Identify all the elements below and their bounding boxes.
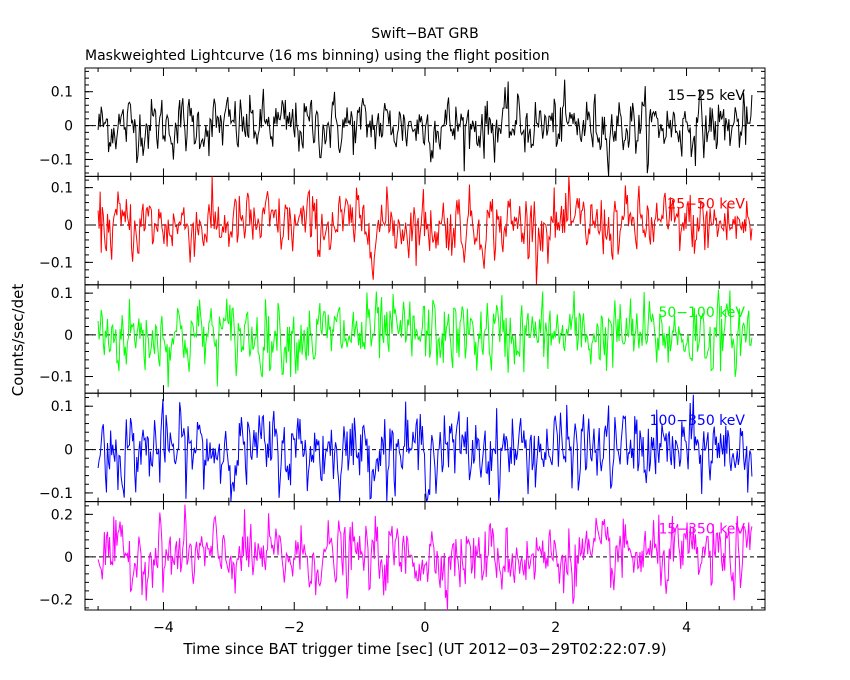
x-tick-label: 4 bbox=[682, 620, 691, 636]
panels-group: −0.1 0 0.1 15−25 keV −0.1 0 0.1 25−50 keV −0.1 0 0… bbox=[39, 67, 766, 636]
lightcurve-series bbox=[97, 289, 753, 388]
y-tick-label: 0.1 bbox=[51, 85, 73, 101]
y-tick-label: −0.1 bbox=[39, 370, 73, 386]
chart-subtitle: Maskweighted Lightcurve (16 ms binning) … bbox=[85, 48, 550, 64]
energy-band-label: 100−350 keV bbox=[650, 413, 746, 429]
panel-frame bbox=[84, 67, 766, 177]
energy-band-label: 50−100 keV bbox=[658, 305, 745, 321]
x-tick-label: −4 bbox=[153, 620, 174, 636]
panel-4: −0.1 0 0.1 100−350 keV bbox=[39, 392, 766, 503]
y-tick-label: 0 bbox=[64, 218, 73, 234]
x-axis-label: Time since BAT trigger time [sec] (UT 20… bbox=[182, 640, 666, 658]
x-tick-label: 2 bbox=[551, 620, 560, 636]
y-tick-label: 0.1 bbox=[51, 399, 73, 415]
y-tick-label: 0 bbox=[64, 550, 73, 566]
panel-3: −0.1 0 0.1 50−100 keV bbox=[39, 284, 766, 394]
panel-5: −0.2 0 0.2 15−350 keV bbox=[39, 501, 766, 611]
y-tick-label: 0 bbox=[64, 119, 73, 135]
y-tick-label: 0.1 bbox=[51, 286, 73, 302]
y-tick-label: −0.2 bbox=[39, 592, 73, 608]
y-tick-label: −0.1 bbox=[39, 255, 73, 271]
lightcurve-series bbox=[97, 504, 753, 611]
y-axis-label: Counts/sec/det bbox=[9, 284, 27, 397]
x-tick-label: 0 bbox=[421, 620, 430, 636]
panel-1: −0.1 0 0.1 15−25 keV bbox=[39, 67, 766, 177]
x-tick-label: −2 bbox=[284, 620, 305, 636]
y-tick-label: 0.1 bbox=[51, 181, 73, 197]
chart-title: Swift−BAT GRB bbox=[371, 26, 478, 42]
lightcurve-series bbox=[97, 79, 753, 177]
energy-band-label: 15−350 keV bbox=[658, 522, 745, 538]
y-tick-label: −0.1 bbox=[39, 486, 73, 502]
lightcurve-series bbox=[97, 176, 753, 285]
y-tick-label: −0.1 bbox=[39, 152, 73, 168]
y-tick-label: 0 bbox=[64, 443, 73, 459]
lightcurve-series bbox=[97, 394, 753, 502]
y-tick-label: 0 bbox=[64, 328, 73, 344]
energy-band-label: 25−50 keV bbox=[667, 196, 745, 212]
panel-2: −0.1 0 0.1 25−50 keV bbox=[39, 175, 766, 286]
energy-band-label: 15−25 keV bbox=[667, 88, 745, 104]
y-tick-label: 0.2 bbox=[51, 507, 73, 523]
